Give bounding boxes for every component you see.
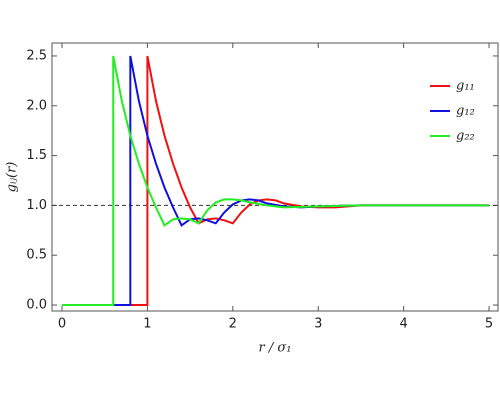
x-tick-label: 2 — [229, 317, 237, 332]
y-tick-label: 2.5 — [26, 48, 47, 63]
x-tick-label: 5 — [485, 317, 493, 332]
y-tick-label: 1.0 — [26, 198, 47, 213]
legend-label: g₂₂ — [456, 129, 475, 144]
x-axis-label: r / σ₁ — [259, 341, 292, 356]
x-tick-label: 4 — [399, 317, 407, 332]
y-axis-label: gᵢⱼ(r) — [5, 162, 20, 193]
plot-frame — [51, 42, 499, 312]
legend-label: g₁₁ — [456, 79, 475, 94]
series-line — [61, 55, 490, 307]
x-tick-label: 3 — [314, 317, 322, 332]
y-tick-label: 0.5 — [26, 248, 47, 263]
x-tick-label: 0 — [58, 317, 66, 332]
series-line — [61, 55, 490, 307]
y-tick-label: 1.5 — [26, 148, 47, 163]
y-tick-label: 0.0 — [26, 298, 47, 313]
y-tick-label: 2.0 — [26, 98, 47, 113]
x-tick-label: 1 — [143, 317, 151, 332]
legend-label: g₁₂ — [456, 104, 475, 119]
series-line — [61, 55, 490, 307]
